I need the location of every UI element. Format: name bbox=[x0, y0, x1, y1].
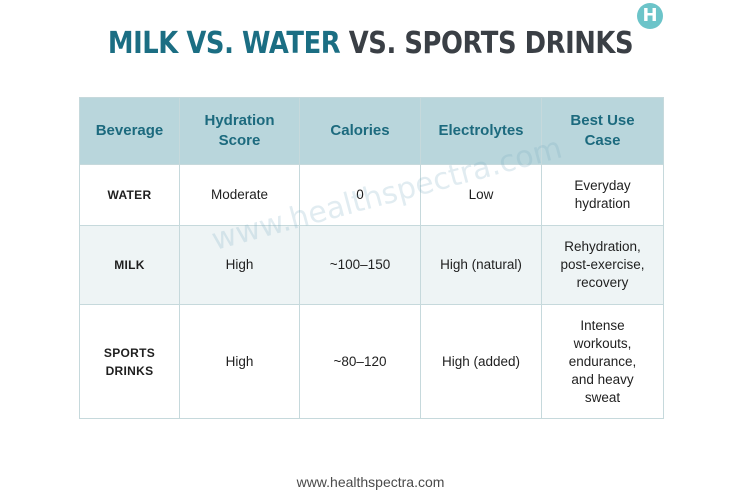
header-beverage: Beverage bbox=[79, 97, 180, 165]
cell-calories: ~80–120 bbox=[299, 304, 421, 419]
header-calories: Calories bbox=[299, 97, 421, 165]
header-best-use-case: Best Use Case bbox=[541, 97, 664, 165]
page-title: MILK VS. WATER VS. SPORTS DRINKS bbox=[52, 26, 689, 61]
cell-electrolytes: High (added) bbox=[420, 304, 542, 419]
cell-calories: ~100–150 bbox=[299, 225, 421, 305]
table-row: SPORTS DRINKS High ~80–120 High (added) … bbox=[79, 304, 664, 419]
title-rest: VS. SPORTS DRINKS bbox=[340, 26, 634, 61]
cell-best-use-case: Intense workouts, endurance, and heavy s… bbox=[541, 304, 664, 419]
table-header-row: Beverage Hydration Score Calories Electr… bbox=[79, 97, 664, 165]
table-row: WATER Moderate 0 Low Everyday hydration bbox=[79, 164, 664, 226]
cell-calories: 0 bbox=[299, 164, 421, 226]
cell-hydration-score: High bbox=[179, 225, 300, 305]
cell-electrolytes: Low bbox=[420, 164, 542, 226]
header-electrolytes: Electrolytes bbox=[420, 97, 542, 165]
cell-best-use-case: Everyday hydration bbox=[541, 164, 664, 226]
row-beverage: MILK bbox=[79, 225, 180, 305]
cell-hydration-score: High bbox=[179, 304, 300, 419]
cell-electrolytes: High (natural) bbox=[420, 225, 542, 305]
header-hydration-score: Hydration Score bbox=[179, 97, 300, 165]
footer-url[interactable]: www.healthspectra.com bbox=[296, 474, 445, 490]
cell-best-use-case: Rehydration, post-exercise, recovery bbox=[541, 225, 664, 305]
brand-logo-icon: H bbox=[637, 3, 663, 29]
row-beverage: SPORTS DRINKS bbox=[79, 304, 180, 419]
table-row: MILK High ~100–150 High (natural) Rehydr… bbox=[79, 225, 664, 305]
row-beverage: WATER bbox=[79, 164, 180, 226]
title-highlight: MILK VS. WATER bbox=[107, 26, 341, 61]
cell-hydration-score: Moderate bbox=[179, 164, 300, 226]
comparison-table: Beverage Hydration Score Calories Electr… bbox=[79, 97, 664, 419]
